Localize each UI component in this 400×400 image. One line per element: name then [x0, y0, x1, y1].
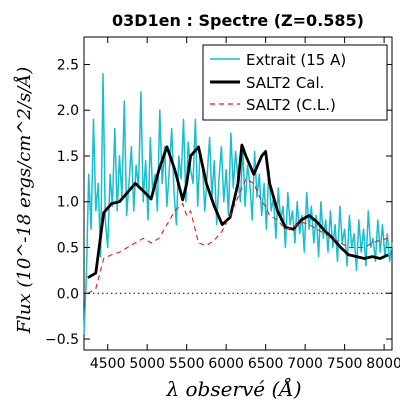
x-tick-label: 6500: [248, 356, 284, 372]
series-salt2-cl-line: [87, 178, 389, 294]
x-tick-label: 4500: [90, 356, 126, 372]
x-tick-label: 7500: [327, 356, 363, 372]
y-axis-label: Flux (10^-18 ergs/cm^2/s/Å): [13, 67, 35, 335]
series-layer: [83, 72, 393, 335]
y-tick-label: 1.0: [57, 195, 79, 211]
y-tick-label: 0.5: [57, 240, 79, 256]
chart-title: 03D1en : Spectre (Z=0.585): [112, 11, 364, 30]
y-tick-label: 0.0: [57, 286, 79, 302]
plot-frame: [83, 36, 393, 351]
legend: Extrait (15 A) SALT2 Cal. SALT2 (C.L.): [202, 44, 388, 121]
x-tick-label: 7000: [287, 356, 323, 372]
x-tick-label: 5500: [169, 356, 205, 372]
x-tick-label: 8000: [366, 356, 400, 372]
legend-label-extrait: Extrait (15 A): [246, 51, 346, 69]
y-tick-label: 1.5: [57, 149, 79, 165]
legend-label-salt2-cal: SALT2 Cal.: [246, 74, 324, 92]
y-tick-label: −0.5: [45, 332, 79, 348]
legend-label-salt2-cl: SALT2 (C.L.): [246, 96, 336, 114]
ticks-layer: 4500 5000 5500 6000 6500 7000 7500 8000 −0.5 0.0 0…: [45, 37, 400, 372]
x-tick-label: 6000: [208, 356, 244, 372]
x-axis-label: λ observé (Å): [165, 376, 301, 400]
y-tick-label: 2.5: [57, 57, 79, 73]
x-tick-label: 5000: [129, 356, 165, 372]
y-tick-label: 2.0: [57, 103, 79, 119]
series-salt2-cal-line: [87, 143, 389, 279]
plot-area: 4500 5000 5500 6000 6500 7000 7500 8000 −0.5 0.0 0…: [45, 36, 400, 372]
